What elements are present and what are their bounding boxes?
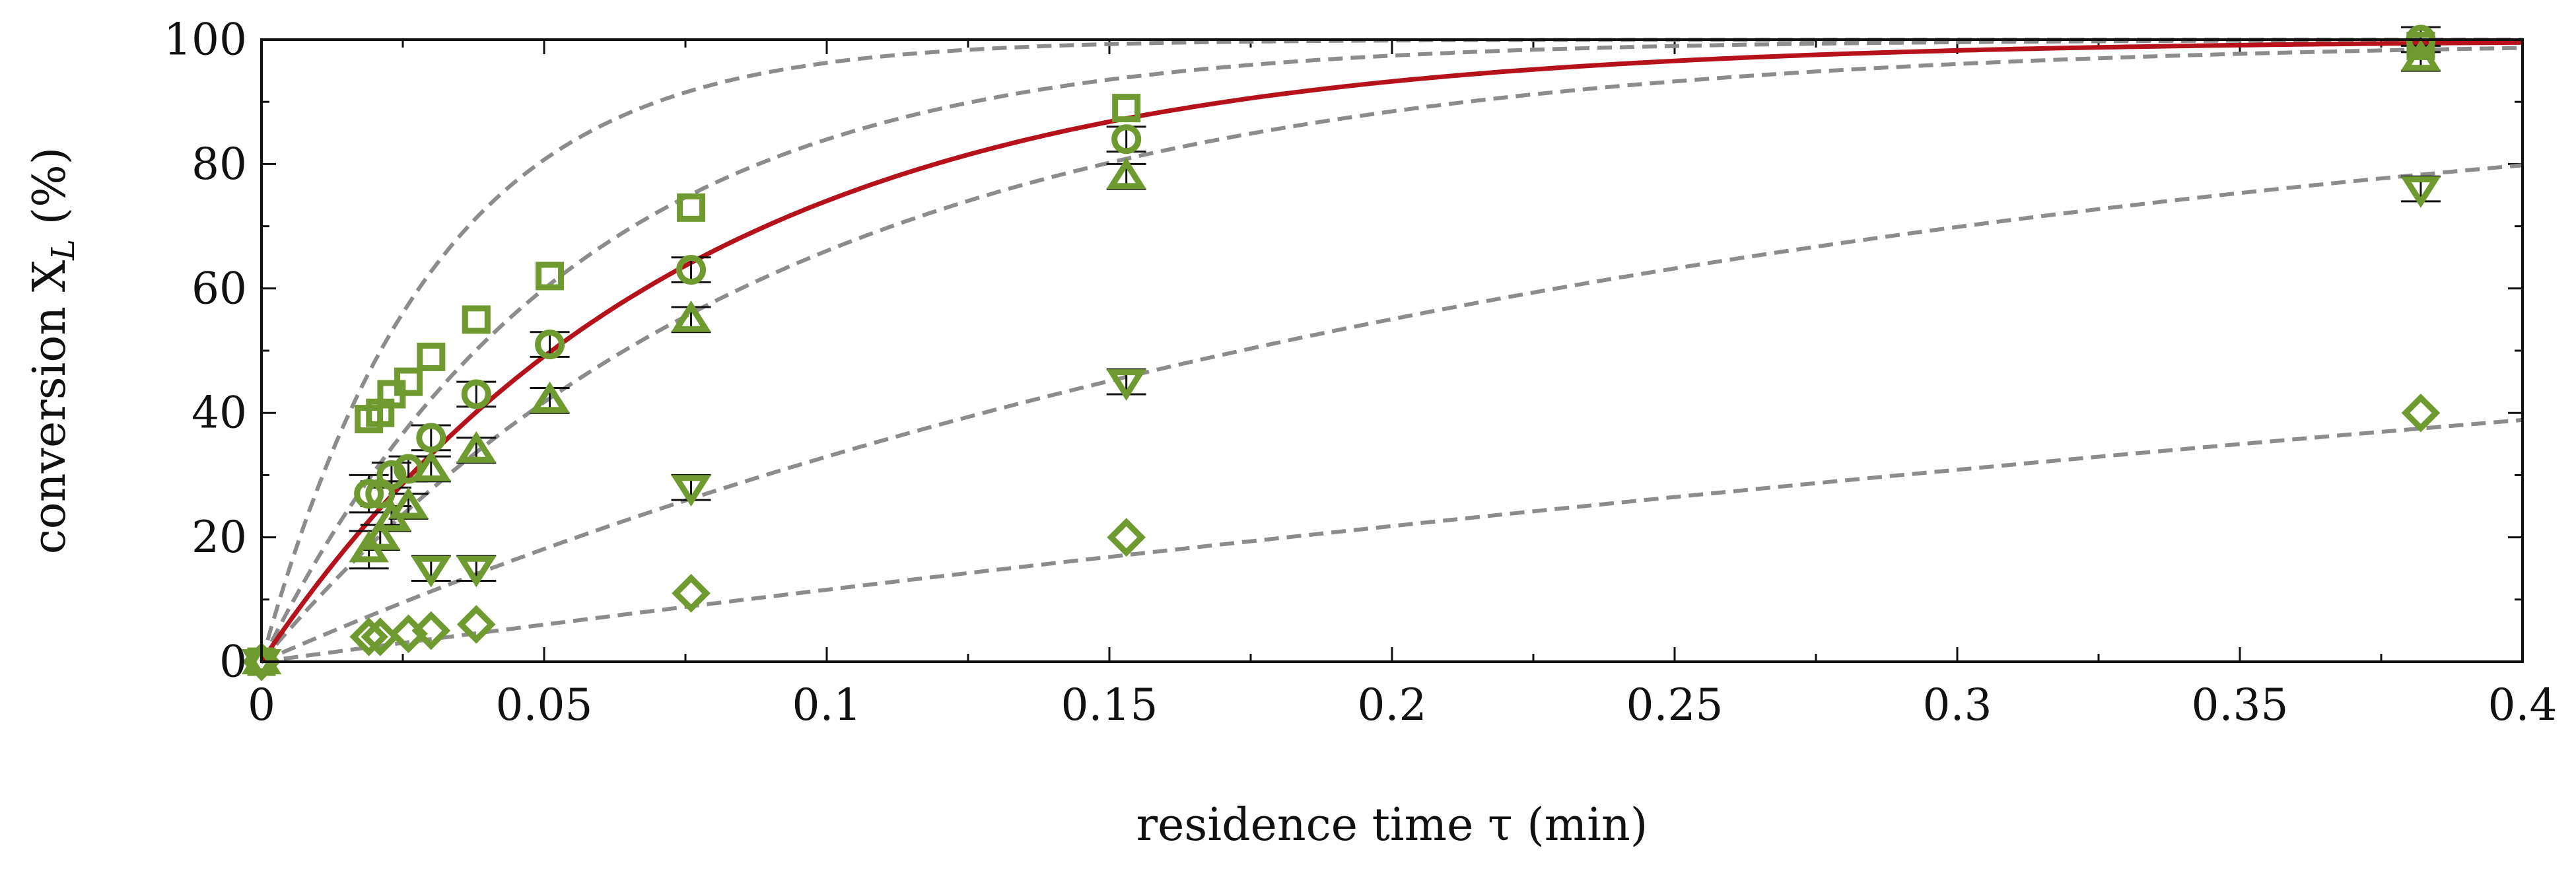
x-tick-label: 0.2	[1358, 680, 1427, 730]
x-tick-label: 0	[248, 680, 275, 730]
x-tick-label: 0.3	[1923, 680, 1992, 730]
x-tick-label: 0.05	[496, 680, 593, 730]
y-axis-title-suffix: (%)	[24, 147, 76, 239]
y-tick-label: 0	[219, 637, 247, 687]
y-tick-label: 60	[191, 263, 247, 314]
data-point-square	[420, 345, 442, 368]
y-axis-title-main: conversion X	[24, 260, 76, 554]
x-tick-label: 0.35	[2192, 680, 2289, 730]
x-axis-title: residence time τ (min)	[1136, 799, 1648, 851]
y-axis-title-subscript: L	[45, 239, 82, 261]
y-axis-title: conversion XL (%)	[24, 147, 82, 555]
model-curve-model-1	[261, 40, 2523, 662]
x-tick-label: 0.15	[1061, 680, 1158, 730]
data-point-diamond	[1111, 522, 1142, 553]
data-point-square	[465, 308, 487, 331]
plot-frame	[261, 40, 2523, 662]
data-point-diamond	[2406, 398, 2436, 428]
y-axis-tick-labels: 0 20 40 60 80 100	[164, 15, 247, 687]
y-tick-label: 40	[191, 388, 247, 439]
x-tick-label: 0.25	[1626, 680, 1723, 730]
y-tick-label: 80	[191, 139, 247, 190]
curves	[261, 40, 2523, 662]
fit-curve	[261, 42, 2523, 662]
x-tick-label: 0.4	[2488, 680, 2558, 730]
x-tick-label: 0.1	[792, 680, 862, 730]
model-curve-model-2	[261, 40, 2523, 662]
model-curve-model-5	[261, 420, 2523, 662]
data-markers	[246, 28, 2436, 677]
y-axis-ticks	[261, 40, 2523, 662]
chart: 0 0.05 0.1 0.15 0.2 0.25 0.3 0.35 0.4 0 20 40 60 80 1…	[0, 0, 2576, 879]
data-point-diamond	[676, 578, 707, 608]
model-curve-model-3	[261, 48, 2523, 662]
x-axis-ticks	[261, 40, 2523, 662]
y-tick-label: 20	[191, 512, 247, 563]
model-curve-model-4	[261, 165, 2523, 662]
x-axis-tick-labels: 0 0.05 0.1 0.15 0.2 0.25 0.3 0.35 0.4	[248, 680, 2557, 730]
y-tick-label: 100	[164, 15, 247, 65]
